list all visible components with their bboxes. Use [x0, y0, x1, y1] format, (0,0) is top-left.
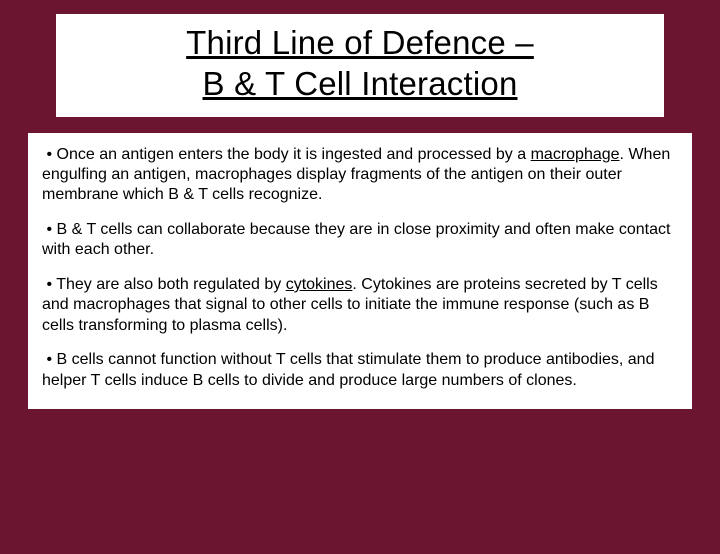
- bullet-text: B & T cells can collaborate because they…: [42, 221, 670, 258]
- underlined-term: macrophage: [531, 146, 620, 163]
- title-line-2: B & T Cell Interaction: [203, 65, 518, 102]
- bullet-item: • B cells cannot function without T cell…: [42, 350, 676, 391]
- bullet-prefix: •: [42, 351, 57, 368]
- slide-title: Third Line of Defence – B & T Cell Inter…: [72, 22, 648, 105]
- bullet-item: • They are also both regulated by cytoki…: [42, 275, 676, 336]
- underlined-term: cytokines: [286, 276, 353, 293]
- bullet-text: Once an antigen enters the body it is in…: [57, 146, 531, 163]
- bullet-item: • Once an antigen enters the body it is …: [42, 145, 676, 206]
- bullet-item: • B & T cells can collaborate because th…: [42, 220, 676, 261]
- bullet-text: B cells cannot function without T cells …: [42, 351, 654, 388]
- bullet-prefix: •: [42, 276, 56, 293]
- title-line-1: Third Line of Defence –: [186, 24, 534, 61]
- slide-title-box: Third Line of Defence – B & T Cell Inter…: [56, 14, 664, 117]
- bullet-prefix: •: [42, 146, 57, 163]
- bullet-prefix: •: [42, 221, 57, 238]
- bullet-text: They are also both regulated by: [56, 276, 285, 293]
- slide-content-box: • Once an antigen enters the body it is …: [28, 133, 692, 410]
